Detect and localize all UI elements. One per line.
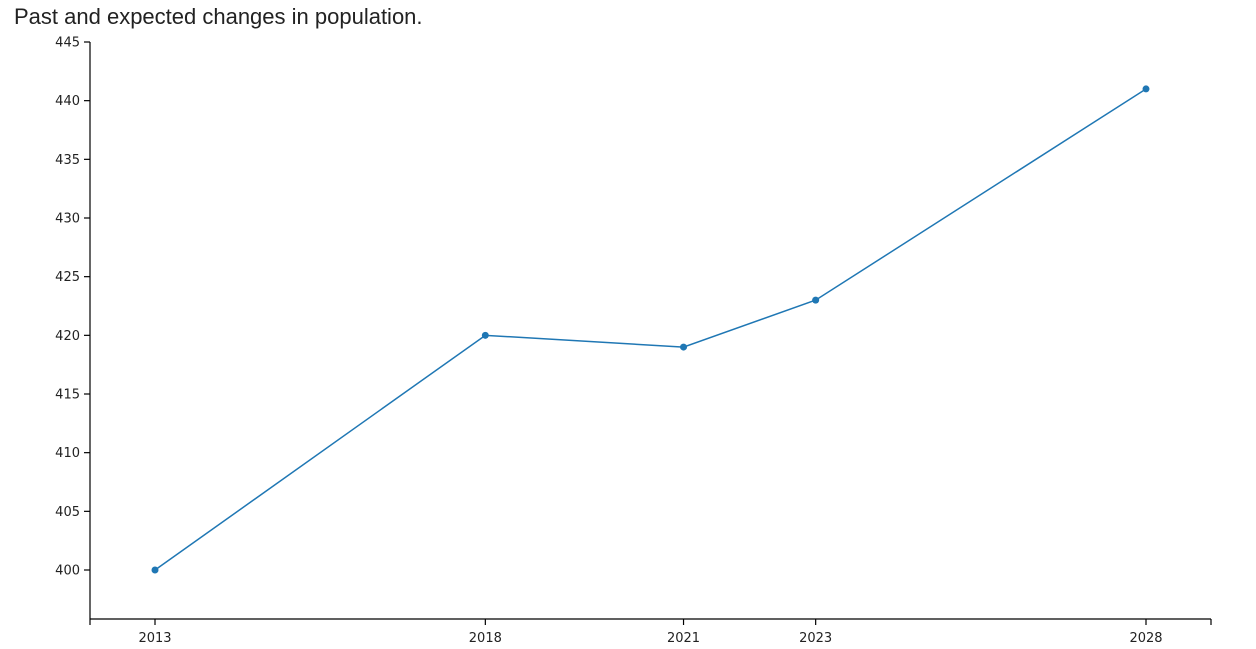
y-tick-label: 405 <box>55 505 80 520</box>
x-tick-label: 2028 <box>1129 631 1162 646</box>
y-tick-label: 445 <box>55 36 80 51</box>
data-point <box>680 343 688 351</box>
data-point <box>812 296 820 304</box>
y-tick-label: 425 <box>55 270 80 285</box>
x-tick-label: 2018 <box>469 631 502 646</box>
y-tick-label: 410 <box>55 446 80 461</box>
y-tick-label: 420 <box>55 329 80 344</box>
data-point <box>1142 85 1150 93</box>
x-tick-label: 2013 <box>138 631 171 646</box>
axes: 400 405 410 415 420 425 430 435 440 445 2013 2018 20… <box>55 36 1212 646</box>
plot-area <box>151 85 1150 574</box>
x-tick-label: 2023 <box>799 631 832 646</box>
y-tick-label: 430 <box>55 212 80 227</box>
data-point <box>151 566 159 574</box>
y-tick-label: 435 <box>55 153 80 168</box>
y-tick-label: 415 <box>55 388 80 403</box>
data-point <box>481 331 489 339</box>
y-tick-label: 440 <box>55 94 80 109</box>
chart-title: Past and expected changes in population. <box>14 4 423 29</box>
x-tick-label: 2021 <box>667 631 700 646</box>
series-line <box>154 88 1147 571</box>
y-tick-label: 400 <box>55 564 80 579</box>
